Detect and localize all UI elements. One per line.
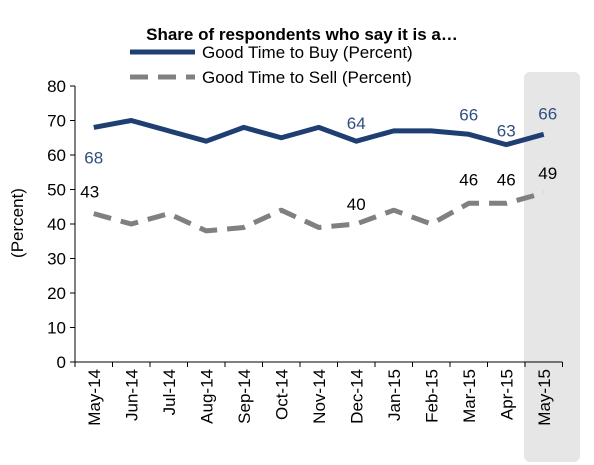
legend: Good Time to Buy (Percent) Good Time to S… xyxy=(130,43,413,87)
y-tick-label: 40 xyxy=(47,215,66,234)
data-label: 68 xyxy=(84,148,103,167)
data-label: 46 xyxy=(497,170,516,189)
data-label: 43 xyxy=(80,183,99,202)
series-line-buy xyxy=(93,118,545,148)
data-label: 63 xyxy=(497,122,516,141)
y-tick-label: 80 xyxy=(47,77,66,96)
x-tick-label: Sep-14 xyxy=(235,369,254,424)
x-tick-label: Oct-14 xyxy=(272,369,291,420)
chart-title: Share of respondents who say it is a… xyxy=(146,25,458,44)
x-tick-label: Feb-15 xyxy=(422,369,441,423)
data-labels: 68 64 66 63 66 43 40 46 46 49 xyxy=(80,104,557,214)
x-tick-label: May-14 xyxy=(85,369,104,426)
data-label: 46 xyxy=(459,170,478,189)
series-line-sell xyxy=(93,190,545,234)
y-tick-label: 10 xyxy=(47,319,66,338)
x-tick-label: Dec-14 xyxy=(347,369,366,424)
x-tick-label: Aug-14 xyxy=(197,369,216,424)
x-tick-label: Jan-15 xyxy=(385,369,404,421)
axes: 0 10 20 30 40 50 60 70 80 May-14 Jun-14 Jul-14 Aug-1… xyxy=(47,77,563,426)
x-tick-label: Jun-14 xyxy=(122,369,141,421)
legend-label: Good Time to Sell (Percent) xyxy=(202,68,412,87)
data-label: 66 xyxy=(459,105,478,124)
y-axis-label: (Percent) xyxy=(8,188,27,258)
x-tick-label: Jul-14 xyxy=(160,369,179,415)
data-label: 49 xyxy=(538,164,557,183)
x-tick-label: Nov-14 xyxy=(310,369,329,424)
x-tick-label: Mar-15 xyxy=(460,369,479,423)
x-tick-label: May-15 xyxy=(535,369,554,426)
y-tick-label: 0 xyxy=(57,353,66,372)
y-tick-label: 70 xyxy=(47,112,66,131)
y-tick-label: 20 xyxy=(47,284,66,303)
series-layer xyxy=(93,118,545,234)
y-tick-label: 30 xyxy=(47,250,66,269)
y-tick-label: 60 xyxy=(47,146,66,165)
data-label: 40 xyxy=(347,195,366,214)
y-tick-label: 50 xyxy=(47,181,66,200)
data-label: 64 xyxy=(347,114,366,133)
legend-label: Good Time to Buy (Percent) xyxy=(202,43,413,62)
data-label: 66 xyxy=(538,104,557,123)
highlight-band xyxy=(524,72,580,462)
x-tick-label: Apr-15 xyxy=(497,369,516,420)
